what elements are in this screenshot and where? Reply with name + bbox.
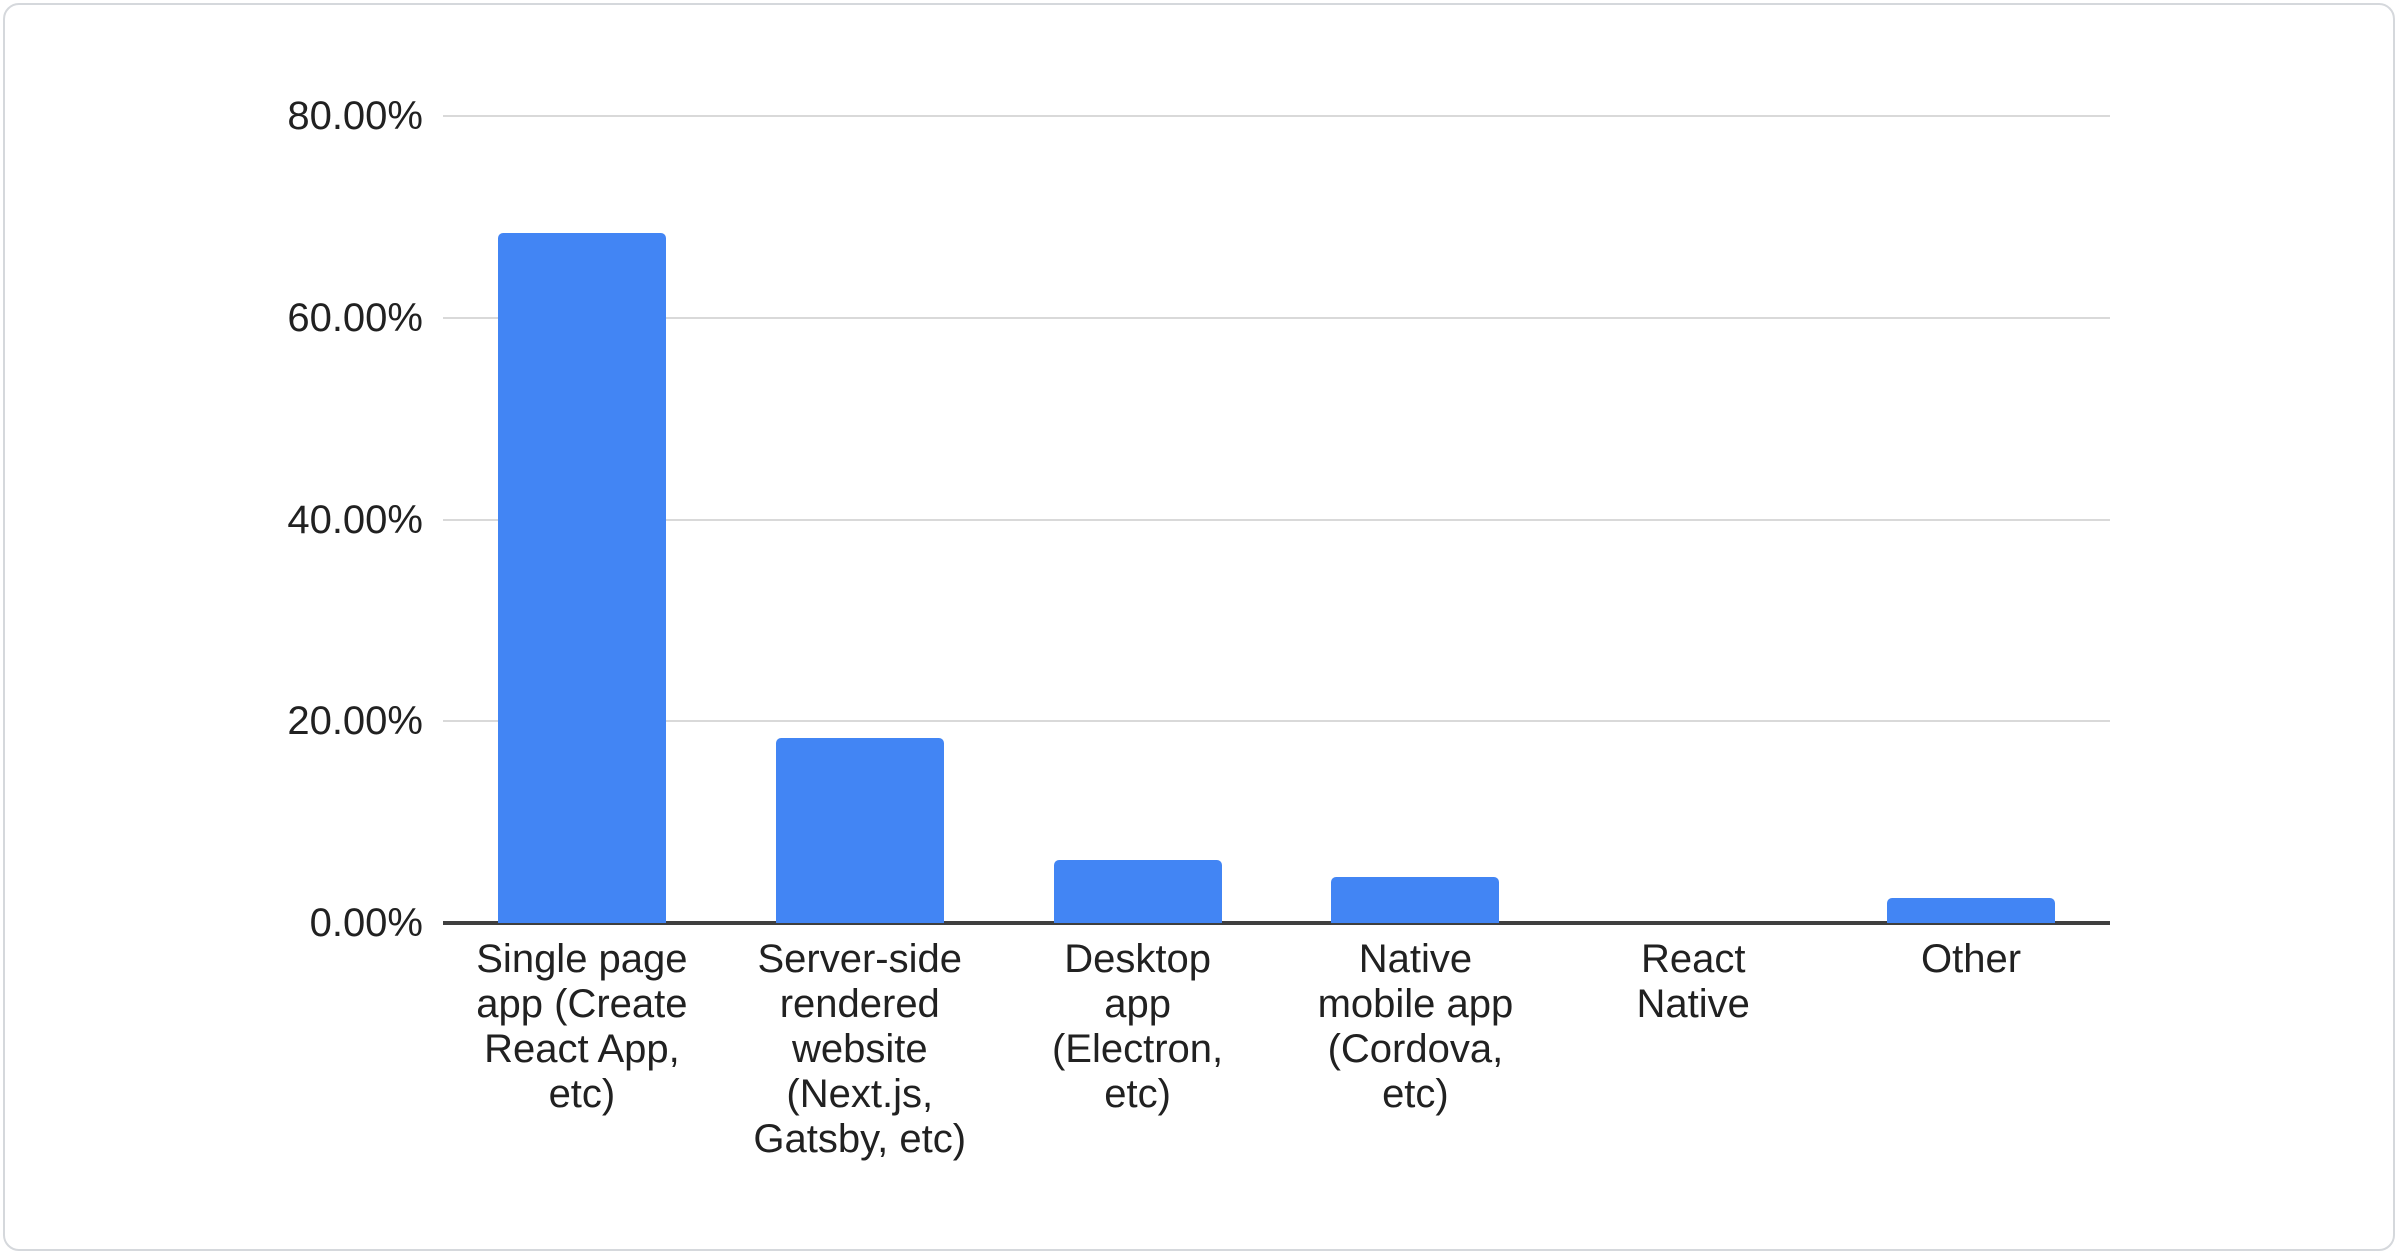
x-axis-label-line: React [1641,937,1746,981]
x-axis-label-react-native: React Native [1548,937,1838,1027]
x-axis-label-line: app (Create [476,982,688,1026]
x-axis-label-native-mobile-app-cordova-etc: Native mobile app (Cordova, etc) [1270,937,1560,1117]
x-axis-label-line: etc) [1104,1072,1171,1116]
x-axis-label-server-side-rendered-website-n: Server-side rendered website (Next.js, Gatsb… [715,937,1005,1162]
chart-card [3,3,2395,1251]
x-axis-label-line: React App, [484,1027,680,1071]
x-axis-label-line: (Electron, [1051,1027,1224,1071]
bar-server-side-rendered-website-n[interactable] [775,738,944,923]
x-axis-label-single-page-app-create-react-a: Single page app (Create React App, etc) [437,937,727,1117]
x-axis-label-line: (Cordova, [1327,1027,1504,1071]
gridline-20 [443,720,2110,723]
x-axis-label-desktop-app-electron-etc: Desktop app (Electron, etc) [993,937,1283,1117]
y-tick-label-40: 40.00% [287,497,423,542]
x-axis-baseline [443,921,2110,925]
x-axis-label-line: Other [1921,937,2022,981]
x-axis-label-line: mobile app [1317,982,1514,1026]
x-axis-label-line: website [791,1027,928,1071]
gridline-80 [443,115,2110,117]
x-axis-label-line: etc) [1382,1072,1449,1116]
bar-native-mobile-app-cordova-etc[interactable] [1331,876,1500,923]
x-axis-label-line: (Next.js, [786,1072,934,1116]
bar-single-page-app-create-react-a[interactable] [497,233,666,923]
y-tick-label-80: 80.00% [287,94,423,138]
x-axis-label-line: app [1104,982,1171,1026]
gridline-60 [443,316,2110,319]
x-axis-label-line: Server-side [757,937,962,981]
y-tick-label-0: 0.00% [309,901,423,945]
x-axis-label-other: Other [1826,937,2116,982]
gridline-40 [443,518,2110,521]
y-tick-label-60: 60.00% [287,295,423,340]
x-axis-label-line: Desktop [1064,937,1211,981]
x-axis-label-line: etc) [548,1072,616,1116]
x-axis-label-line: Gatsby, etc) [753,1117,967,1161]
x-axis-label-line: Native [1358,937,1473,981]
x-axis-label-line: Native [1636,982,1750,1026]
bar-other[interactable] [1887,897,2056,923]
x-axis-label-line: rendered [779,982,940,1026]
x-axis-label-line: Single page [476,937,688,981]
bar-desktop-app-electron-etc[interactable] [1053,860,1222,923]
y-tick-label-20: 20.00% [287,699,423,744]
